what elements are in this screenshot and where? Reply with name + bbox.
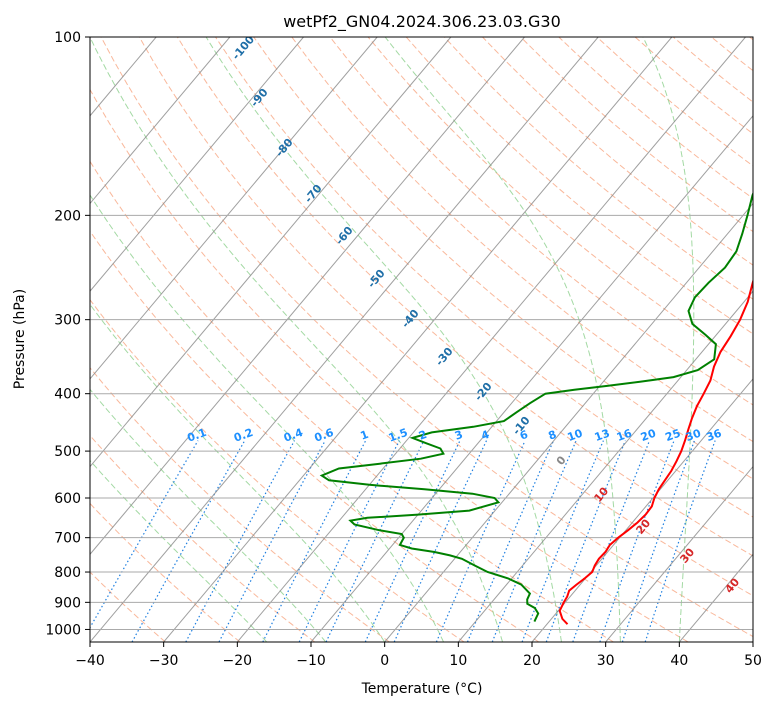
mixing-ratio-label: 36 <box>705 426 724 444</box>
plot-frame <box>89 36 754 643</box>
y-tick-label: 100 <box>54 30 81 46</box>
moist-adiabat-line <box>90 388 327 642</box>
moist-adiabat-line <box>642 37 695 642</box>
axes: −40 −30 −20 −10 0 10 20 30 40 5010020030040050060… <box>45 30 762 669</box>
isotherm-line <box>384 202 753 642</box>
mixing-ratio-line <box>435 440 526 642</box>
x-axis-title: Temperature (°C) <box>361 681 483 697</box>
dry-adiabat-line <box>90 367 390 642</box>
moist-adiabat-line <box>90 194 445 642</box>
x-tick-label: 0 <box>380 653 389 669</box>
isotherm-line <box>531 378 753 642</box>
isotherm-line <box>90 37 525 556</box>
mixing-ratio-line <box>466 440 555 642</box>
isotherm-line <box>90 37 304 292</box>
dry-adiabat-line <box>444 37 753 300</box>
isotherm-line <box>752 641 753 642</box>
mixing-ratio-label: 4 <box>479 428 491 443</box>
isotherm-line <box>0 37 9 642</box>
isotherm-line <box>163 37 673 642</box>
mixing-ratio-label: 2 <box>417 428 429 443</box>
y-tick-label: 500 <box>54 444 81 460</box>
isotherm-line <box>90 37 452 468</box>
x-tick-label: −40 <box>75 653 105 669</box>
x-tick-label: −20 <box>223 653 253 669</box>
dewpoint-line <box>319 191 753 623</box>
isotherm-line <box>90 37 231 205</box>
mixing-ratio-line <box>599 440 675 642</box>
dry-adiabat-line <box>90 230 540 642</box>
mixing-ratio-label: 10 <box>566 426 585 444</box>
y-tick-label: 800 <box>54 565 81 581</box>
x-tick-label: 10 <box>449 653 467 669</box>
x-tick-label: −10 <box>296 653 326 669</box>
mixing-ratio-label: 0.1 <box>185 426 208 445</box>
x-tick-label: 40 <box>670 653 688 669</box>
mixing-ratio-label: 1.5 <box>387 426 410 445</box>
dry-adiabat-line <box>90 434 316 642</box>
y-tick-label: 1000 <box>45 622 81 638</box>
temperature-line <box>558 278 753 625</box>
y-tick-label: 600 <box>54 491 81 507</box>
mixing-ratio-label: 13 <box>593 427 612 444</box>
dry-adiabat-line <box>405 37 753 335</box>
y-tick-label: 300 <box>54 313 81 329</box>
x-tick-label: −30 <box>149 653 179 669</box>
mixing-ratio-label: 25 <box>663 427 682 444</box>
dry-adiabat-line <box>253 37 753 480</box>
chart-title: wetPf2_GN04.2024.306.23.03.G30 <box>283 12 561 32</box>
dry-adiabat-line <box>215 37 753 518</box>
mixing-ratio-label: 30 <box>684 426 703 444</box>
y-tick-label: 200 <box>54 208 81 224</box>
dry-adiabat-line <box>90 502 241 642</box>
mixing-ratio-label: 3 <box>453 428 465 443</box>
x-tick-label: 20 <box>523 653 541 669</box>
mixing-ratio-label: 8 <box>547 428 559 443</box>
mixing-ratio-label: 20 <box>639 426 658 444</box>
dry-adiabat-line <box>138 37 753 597</box>
mixing-ratio-line <box>393 440 488 642</box>
mixing-ratio-label: 6 <box>518 428 530 443</box>
moist-adiabat-line <box>384 37 621 642</box>
x-tick-label: 50 <box>744 653 762 669</box>
mixing-ratio-label: 16 <box>615 426 634 444</box>
isotherm-line <box>605 465 753 642</box>
moist-adiabat-line <box>90 459 268 642</box>
dry-adiabat-line <box>90 298 465 642</box>
y-tick-label: 400 <box>54 387 81 403</box>
moist-adiabat-line <box>90 37 503 642</box>
isotherm-line <box>90 37 599 642</box>
mixing-ratio-label: 1 <box>359 428 371 443</box>
isotherm-line <box>310 115 753 642</box>
plot-background <box>90 37 753 642</box>
mixing-ratio-label: 0.6 <box>313 426 336 445</box>
isotherm-line <box>236 37 746 642</box>
y-tick-label: 900 <box>54 595 81 611</box>
mixing-ratio-label: 0.4 <box>282 426 305 445</box>
dry-adiabat-line <box>329 37 753 406</box>
isotherm-line <box>457 290 753 642</box>
mixing-ratio-label: 0.2 <box>232 426 255 445</box>
dry-adiabat-line <box>176 37 753 557</box>
mixing-ratio-line <box>90 440 199 629</box>
y-tick-label: 700 <box>54 531 81 547</box>
series-lines <box>319 191 753 625</box>
mixing-ratio-line <box>131 440 246 642</box>
x-tick-label: 30 <box>597 653 615 669</box>
mixing-ratio-line <box>621 440 696 642</box>
y-axis-title: Pressure (hPa) <box>12 289 28 389</box>
mixing-ratio-line <box>298 440 400 642</box>
dry-adiabat-line <box>90 88 689 642</box>
mixing-ratio-line <box>185 440 296 642</box>
isotherm-line <box>90 37 378 380</box>
